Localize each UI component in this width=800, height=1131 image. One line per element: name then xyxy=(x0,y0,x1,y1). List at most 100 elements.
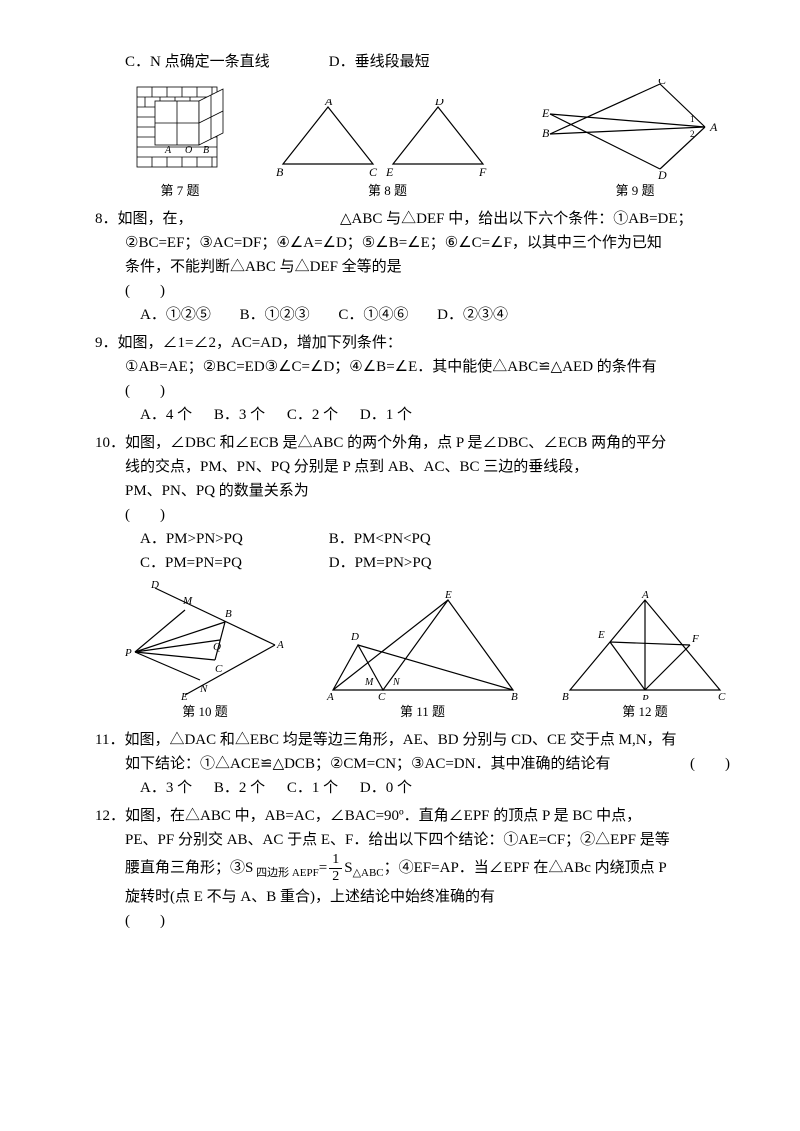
svg-text:D: D xyxy=(150,580,159,591)
svg-text:A: A xyxy=(709,120,718,134)
svg-text:B: B xyxy=(203,145,209,156)
q9-a: A．4 个 xyxy=(140,403,192,427)
question-8: 8．如图，在， △ABC 与△DEF 中，给出以下六个条件：①AB=DE； ②B… xyxy=(95,207,730,327)
q8-b: B．①②③ xyxy=(240,303,310,327)
figure-11-svg: A B C D E M N xyxy=(323,590,523,700)
figure-8-svg: A B C D E F xyxy=(273,99,503,179)
q12-line1: 12．如图，在△ABC 中，AB=AC，∠BAC=90º．直角∠EPF 的顶点 … xyxy=(95,804,730,828)
figure-7: A O B 第 7 题 xyxy=(125,79,235,202)
q8-line3: 条件，不能判断△ABC 与△DEF 全等的是 xyxy=(125,255,730,279)
q10-line3: PM、PN、PQ 的数量关系为 xyxy=(125,479,730,503)
q8-line1b: △ABC 与△DEF 中，给出以下六个条件：①AB=DE； xyxy=(340,211,693,227)
figure-10-svg: A B C D E M N P Q xyxy=(125,580,285,700)
svg-text:E: E xyxy=(597,629,605,641)
q8-d: D．②③④ xyxy=(437,303,508,327)
svg-text:A: A xyxy=(641,590,649,601)
svg-text:N: N xyxy=(392,677,401,688)
q12-line3c: ；④EF=AP．当∠EPF 在△ABc 内绕顶点 P xyxy=(384,860,667,876)
question-9: 9．如图，∠1=∠2，AC=AD，增加下列条件： ①AB=AE；②BC=ED③∠… xyxy=(95,331,730,427)
option-c: C．N 点确定一条直线 xyxy=(125,50,325,74)
svg-text:B: B xyxy=(276,165,284,179)
q11-d: D．0 个 xyxy=(360,776,412,800)
svg-text:A: A xyxy=(164,145,172,156)
svg-text:D: D xyxy=(434,99,444,108)
svg-text:E: E xyxy=(541,106,550,120)
q11-paren: ( ) xyxy=(690,752,730,776)
q12-line2: PE、PF 分别交 AB、AC 于点 E、F．给出以下四个结论：①AE=CF；②… xyxy=(125,828,730,852)
q9-b: B．3 个 xyxy=(214,403,265,427)
q10-a: A．PM>PN>PQ xyxy=(140,527,300,551)
figure-row-1: A O B 第 7 题 A B C D E F 第 8 题 xyxy=(125,79,730,202)
svg-text:B: B xyxy=(562,691,569,700)
svg-text:A: A xyxy=(324,99,333,108)
figure-7-caption: 第 7 题 xyxy=(125,181,235,202)
figure-12: A B C E F P 第 12 题 xyxy=(560,590,730,723)
figure-11-caption: 第 11 题 xyxy=(323,702,523,723)
figure-9: A B E C D 1 2 第 9 题 xyxy=(540,79,730,202)
options-cd: C．N 点确定一条直线 D．垂线段最短 xyxy=(125,50,730,74)
svg-text:C: C xyxy=(378,691,386,700)
svg-text:N: N xyxy=(199,683,208,695)
q12-line3b: S xyxy=(344,860,352,876)
svg-text:A: A xyxy=(276,639,284,651)
svg-text:E: E xyxy=(385,165,394,179)
q8-line2: ②BC=EF；③AC=DF；④∠A=∠D；⑤∠B=∠E；⑥∠C=∠F，以其中三个… xyxy=(125,231,730,255)
q11-line2a: 如下结论：①△ACE≌△DCB；②CM=CN；③AC=DN．其中准确的结论有 xyxy=(125,756,610,772)
q9-d: D．1 个 xyxy=(360,403,412,427)
option-d: D．垂线段最短 xyxy=(329,54,430,70)
figure-8-caption: 第 8 题 xyxy=(273,181,503,202)
svg-text:B: B xyxy=(511,691,518,700)
q12-mid: = xyxy=(319,860,327,876)
svg-text:O: O xyxy=(185,145,192,156)
q11-line1: 11．如图，△DAC 和△EBC 均是等边三角形，AE、BD 分别与 CD、CE… xyxy=(95,728,730,752)
svg-text:P: P xyxy=(641,693,649,700)
svg-text:B: B xyxy=(542,126,550,140)
figure-row-2: A B C D E M N P Q 第 10 题 A B C D E M xyxy=(125,580,730,723)
svg-text:M: M xyxy=(182,595,193,607)
svg-text:C: C xyxy=(718,691,726,700)
svg-text:Q: Q xyxy=(213,641,221,653)
q10-d: D．PM=PN>PQ xyxy=(329,551,432,575)
figure-9-svg: A B E C D 1 2 xyxy=(540,79,730,179)
figure-12-caption: 第 12 题 xyxy=(560,702,730,723)
question-10: 10．如图，∠DBC 和∠ECB 是△ABC 的两个外角，点 P 是∠DBC、∠… xyxy=(95,431,730,575)
svg-text:2: 2 xyxy=(690,129,695,139)
fraction-half: 12 xyxy=(329,852,342,884)
q10-paren: ( ) xyxy=(125,503,730,527)
svg-text:E: E xyxy=(444,590,452,601)
svg-text:E: E xyxy=(180,691,188,700)
svg-text:C: C xyxy=(369,165,378,179)
q11-b: B．2 个 xyxy=(214,776,265,800)
q12-sub1: 四边形 AEPF xyxy=(253,867,318,879)
svg-text:1: 1 xyxy=(690,114,695,124)
figure-10: A B C D E M N P Q 第 10 题 xyxy=(125,580,285,723)
q12-sub2: △ABC xyxy=(353,867,384,879)
svg-text:M: M xyxy=(364,677,374,688)
svg-text:B: B xyxy=(225,608,232,620)
q9-paren: ( ) xyxy=(125,379,730,403)
figure-11: A B C D E M N 第 11 题 xyxy=(323,590,523,723)
svg-text:F: F xyxy=(478,165,487,179)
question-11: 11．如图，△DAC 和△EBC 均是等边三角形，AE、BD 分别与 CD、CE… xyxy=(95,728,730,800)
q9-c: C．2 个 xyxy=(287,403,338,427)
figure-9-caption: 第 9 题 xyxy=(540,181,730,202)
question-12: 12．如图，在△ABC 中，AB=AC，∠BAC=90º．直角∠EPF 的顶点 … xyxy=(95,804,730,933)
svg-text:C: C xyxy=(658,79,667,87)
svg-text:C: C xyxy=(215,663,223,675)
q8-c: C．①④⑥ xyxy=(338,303,408,327)
q12-paren: ( ) xyxy=(125,909,730,933)
svg-text:P: P xyxy=(125,647,132,659)
q8-line1a: 8．如图，在， xyxy=(95,211,193,227)
q11-c: C．1 个 xyxy=(287,776,338,800)
q10-line1: 10．如图，∠DBC 和∠ECB 是△ABC 的两个外角，点 P 是∠DBC、∠… xyxy=(95,431,730,455)
q10-c: C．PM=PN=PQ xyxy=(140,551,300,575)
q11-a: A．3 个 xyxy=(140,776,192,800)
figure-7-svg: A O B xyxy=(125,79,235,179)
q9-line1: 9．如图，∠1=∠2，AC=AD，增加下列条件： xyxy=(95,331,730,355)
q8-a: A．①②⑤ xyxy=(140,303,211,327)
q12-line4: 旋转时(点 E 不与 A、B 重合)，上述结论中始终准确的有 xyxy=(125,885,730,909)
figure-8: A B C D E F 第 8 题 xyxy=(273,99,503,202)
figure-10-caption: 第 10 题 xyxy=(125,702,285,723)
figure-12-svg: A B C E F P xyxy=(560,590,730,700)
q10-line2: 线的交点，PM、PN、PQ 分别是 P 点到 AB、AC、BC 三边的垂线段， xyxy=(125,455,730,479)
